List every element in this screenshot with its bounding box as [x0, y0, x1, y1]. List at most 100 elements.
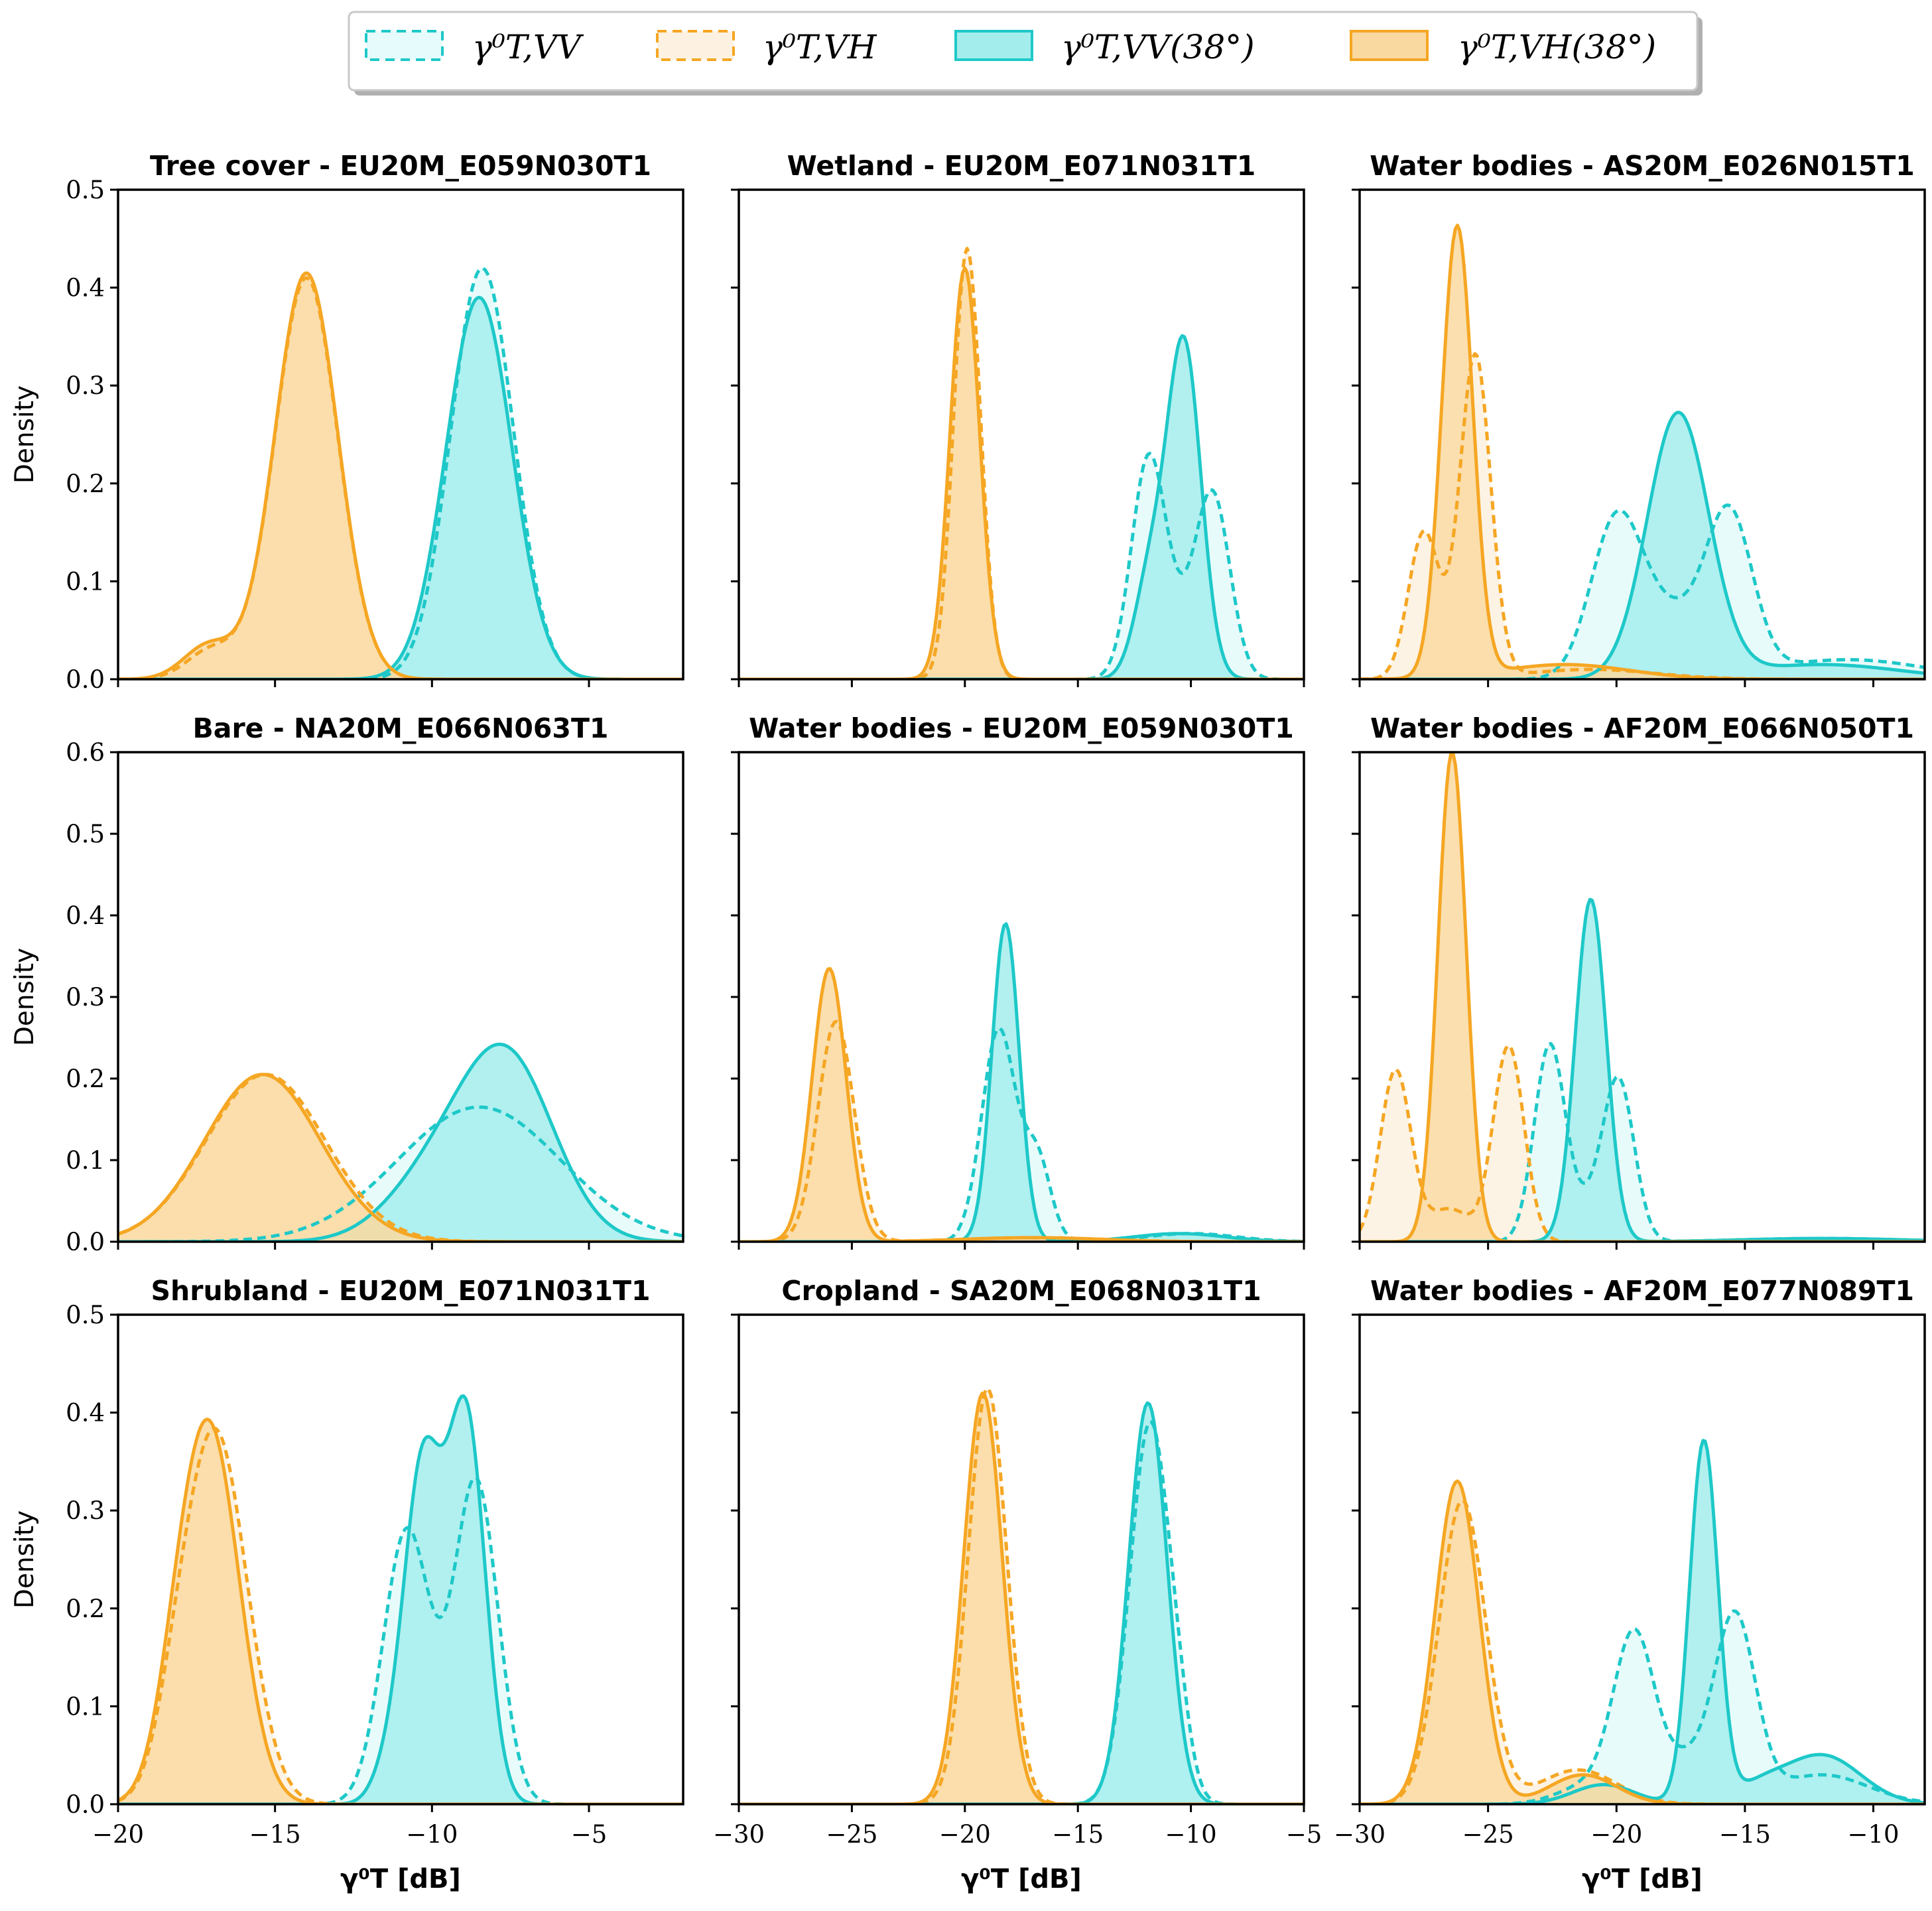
legend-swatch-vh: [656, 30, 735, 61]
line-vv38: [1360, 411, 1925, 679]
legend-label-vv: γ⁰T,VV: [472, 28, 584, 66]
area-vh38: [1360, 1481, 1925, 1804]
line-vv: [118, 266, 683, 679]
panel-6: Water bodies - AF20M_E066N050T1: [1352, 712, 1926, 1250]
panel-title: Water bodies - AF20M_E066N050T1: [1370, 712, 1914, 744]
area-vv38: [118, 1044, 683, 1242]
y-tick-label: 0.2: [66, 470, 105, 498]
line-vv38: [118, 1394, 683, 1804]
legend-label-vh: γ⁰T,VH: [763, 28, 877, 66]
plot-area: [118, 1394, 683, 1804]
area-vh: [1360, 1045, 1925, 1242]
x-axis-label: γ⁰T [dB]: [340, 1864, 461, 1894]
area-vh: [1360, 354, 1925, 679]
axes-frame: [738, 188, 1305, 681]
x-tick-label: −15: [249, 1820, 301, 1849]
area-vv: [118, 268, 683, 679]
plot-area: [1360, 1439, 1925, 1804]
plot-area: [739, 1386, 1304, 1804]
x-tick-label: −10: [1847, 1820, 1899, 1849]
x-tick-label: −5: [1286, 1820, 1322, 1849]
y-tick-label: 0.3: [66, 983, 105, 1012]
y-tick-label: 0.5: [66, 820, 105, 848]
panel-7: Shrubland - EU20M_E071N031T1 0.0 0.1 0.2 0.3…: [10, 1275, 684, 1894]
y-tick-label: 0.4: [66, 274, 105, 302]
area-vh: [118, 278, 683, 679]
area-vv38: [118, 297, 683, 679]
plot-area: [118, 1042, 683, 1242]
line-vv: [118, 1105, 683, 1242]
plot-area: [1360, 224, 1925, 679]
area-vh38: [118, 1074, 683, 1242]
area-vh38: [739, 968, 1304, 1242]
axes-frame: [117, 1313, 684, 1806]
y-tick-label: 0.6: [66, 738, 105, 767]
panel-3: Water bodies - AS20M_E026N015T1: [1352, 150, 1926, 687]
line-vv: [118, 1475, 683, 1804]
y-tick-label: 0.0: [66, 1228, 105, 1256]
x-tick-label: −15: [1052, 1820, 1104, 1849]
axes-frame: [1358, 188, 1926, 681]
x-tick-label: −15: [1719, 1820, 1771, 1849]
panel-1: Tree cover - EU20M_E059N030T1 0.0 0.1 0.2 0.…: [10, 150, 684, 694]
panels: Tree cover - EU20M_E059N030T1 0.0 0.1 0.2 0.…: [10, 150, 1926, 1894]
x-axis-label: γ⁰T [dB]: [1582, 1864, 1703, 1894]
y-tick-label: 0.4: [66, 901, 105, 930]
line-vh: [118, 276, 683, 679]
line-vh38: [1360, 752, 1925, 1242]
y-tick-label: 0.4: [66, 1399, 105, 1427]
y-tick-label: 0.0: [66, 1790, 105, 1819]
line-vh38: [118, 1417, 683, 1804]
line-vh38: [739, 1392, 1304, 1804]
line-vh: [739, 1386, 1304, 1804]
panel-title: Water bodies - AF20M_E077N089T1: [1370, 1275, 1914, 1307]
axes-frame: [117, 188, 684, 681]
plot-area: [739, 922, 1304, 1242]
axes-frame: [1358, 1313, 1926, 1806]
y-tick-label: 0.1: [66, 1146, 105, 1175]
y-tick-label: 0.3: [66, 1496, 105, 1525]
panel-title: Water bodies - EU20M_E059N030T1: [749, 712, 1294, 744]
x-tick-label: −20: [1590, 1820, 1642, 1849]
line-vv38: [118, 295, 683, 679]
area-vh: [739, 1388, 1304, 1804]
line-vv38: [739, 1401, 1304, 1804]
panel-8: Cropland - SA20M_E068N031T1 −30 −25 −20 −15 −…: [713, 1275, 1322, 1894]
x-tick-label: −5: [571, 1820, 608, 1849]
legend-label-vv-38: γ⁰T,VV(38°): [1061, 28, 1255, 66]
x-tick-label: −20: [939, 1820, 991, 1849]
x-tick-label: −30: [1334, 1820, 1385, 1849]
line-vh38: [1360, 224, 1925, 679]
panel-9: Water bodies - AF20M_E077N089T1 −30 −25 −20…: [1334, 1275, 1926, 1894]
y-tick-label: 0.3: [66, 371, 105, 400]
line-vh38: [118, 271, 683, 679]
line-vh38: [118, 1073, 683, 1242]
x-tick-label: −30: [713, 1820, 765, 1849]
y-tick-label: 0.0: [66, 665, 105, 694]
y-tick-label: 0.5: [66, 176, 105, 204]
panel-title: Shrubland - EU20M_E071N031T1: [151, 1275, 651, 1307]
x-tick-label: −20: [92, 1820, 144, 1849]
area-vv38: [118, 1396, 683, 1804]
x-axis-label: γ⁰T [dB]: [961, 1864, 1082, 1894]
x-tick-label: −10: [1165, 1820, 1217, 1849]
panel-title: Cropland - SA20M_E068N031T1: [781, 1275, 1261, 1307]
panel-title: Bare - NA20M_E066N063T1: [193, 712, 609, 744]
line-vv38: [118, 1042, 683, 1242]
line-vv38: [739, 922, 1304, 1242]
y-tick-label: 0.2: [66, 1595, 105, 1623]
y-axis-label: Density: [10, 948, 40, 1046]
x-tick-label: −25: [1462, 1820, 1514, 1849]
y-tick-label: 0.1: [66, 1692, 105, 1721]
legend: γ⁰T,VV γ⁰T,VH γ⁰T,VV(38°) γ⁰T,VH(38°): [348, 11, 1703, 96]
line-vv38: [1360, 1439, 1925, 1804]
legend-swatch-vv-38: [954, 30, 1033, 61]
panel-title: Water bodies - AS20M_E026N015T1: [1370, 150, 1915, 182]
panel-title: Tree cover - EU20M_E059N030T1: [150, 150, 651, 182]
line-vh: [118, 1426, 683, 1804]
line-vv38: [739, 334, 1304, 679]
legend-swatch-vh-38: [1350, 30, 1429, 61]
line-vv: [739, 1419, 1304, 1804]
plot-area: [1360, 752, 1925, 1242]
